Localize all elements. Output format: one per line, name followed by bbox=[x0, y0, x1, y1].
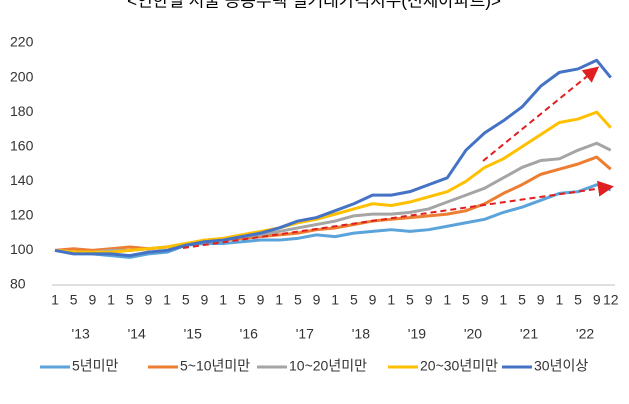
y-tick-label: 160 bbox=[10, 137, 34, 153]
x-tick-label: 1 bbox=[443, 292, 451, 308]
year-label: '13 bbox=[72, 326, 90, 342]
legend-label: 10~20년미만 bbox=[289, 358, 367, 374]
x-tick-label: 5 bbox=[70, 292, 78, 308]
x-tick-label: 5 bbox=[406, 292, 414, 308]
year-label: '21 bbox=[520, 326, 538, 342]
year-label: '14 bbox=[128, 326, 146, 342]
x-tick-label: 9 bbox=[537, 292, 545, 308]
x-tick-label: 12 bbox=[603, 292, 619, 308]
x-tick-label: 1 bbox=[51, 292, 59, 308]
trend-arrow bbox=[182, 180, 614, 249]
x-tick-label: 9 bbox=[257, 292, 265, 308]
x-tick-label: 5 bbox=[518, 292, 526, 308]
year-label: '22 bbox=[576, 326, 594, 342]
legend-label: 5년미만 bbox=[72, 358, 119, 374]
y-tick-label: 80 bbox=[10, 276, 26, 292]
year-label: '18 bbox=[352, 326, 370, 342]
legend-label: 5~10년미만 bbox=[180, 358, 250, 374]
x-tick-label: 5 bbox=[350, 292, 358, 308]
series-line bbox=[54, 110, 612, 254]
trend-arrow bbox=[482, 66, 600, 162]
x-tick-label: 1 bbox=[555, 292, 563, 308]
legend-label: 20~30년미만 bbox=[420, 358, 498, 374]
x-tick-label: 1 bbox=[331, 292, 339, 308]
series-line bbox=[54, 183, 612, 259]
series-line bbox=[54, 58, 612, 258]
x-tick-label: 5 bbox=[126, 292, 134, 308]
x-tick-label: 5 bbox=[238, 292, 246, 308]
x-tick-label: 9 bbox=[593, 292, 601, 308]
x-tick-label: 9 bbox=[145, 292, 153, 308]
x-tick-label: 1 bbox=[107, 292, 115, 308]
legend-label: 30년이상 bbox=[534, 358, 588, 374]
y-tick-label: 120 bbox=[10, 207, 34, 223]
year-label: '16 bbox=[240, 326, 258, 342]
x-tick-label: 1 bbox=[219, 292, 227, 308]
x-tick-label: 1 bbox=[499, 292, 507, 308]
x-tick-label: 9 bbox=[425, 292, 433, 308]
x-tick-label: 1 bbox=[275, 292, 283, 308]
x-tick-label: 9 bbox=[201, 292, 209, 308]
y-tick-label: 200 bbox=[10, 68, 34, 84]
y-tick-label: 220 bbox=[10, 34, 34, 50]
y-tick-label: 100 bbox=[10, 241, 34, 257]
x-tick-label: 5 bbox=[182, 292, 190, 308]
x-tick-label: 5 bbox=[462, 292, 470, 308]
year-label: '17 bbox=[296, 326, 314, 342]
x-tick-label: 9 bbox=[369, 292, 377, 308]
year-label: '15 bbox=[184, 326, 202, 342]
x-tick-label: 5 bbox=[294, 292, 302, 308]
x-tick-label: 9 bbox=[481, 292, 489, 308]
y-tick-label: 180 bbox=[10, 103, 34, 119]
x-tick-label: 5 bbox=[574, 292, 582, 308]
x-tick-label: 1 bbox=[387, 292, 395, 308]
chart-title: <연한별 서울 공동주택 실거래가격지수(전체아파트)> bbox=[127, 0, 501, 10]
year-label: '19 bbox=[408, 326, 426, 342]
x-tick-label: 9 bbox=[313, 292, 321, 308]
year-label: '20 bbox=[464, 326, 482, 342]
x-tick-label: 1 bbox=[163, 292, 171, 308]
y-tick-label: 140 bbox=[10, 172, 34, 188]
x-tick-label: 9 bbox=[88, 292, 96, 308]
